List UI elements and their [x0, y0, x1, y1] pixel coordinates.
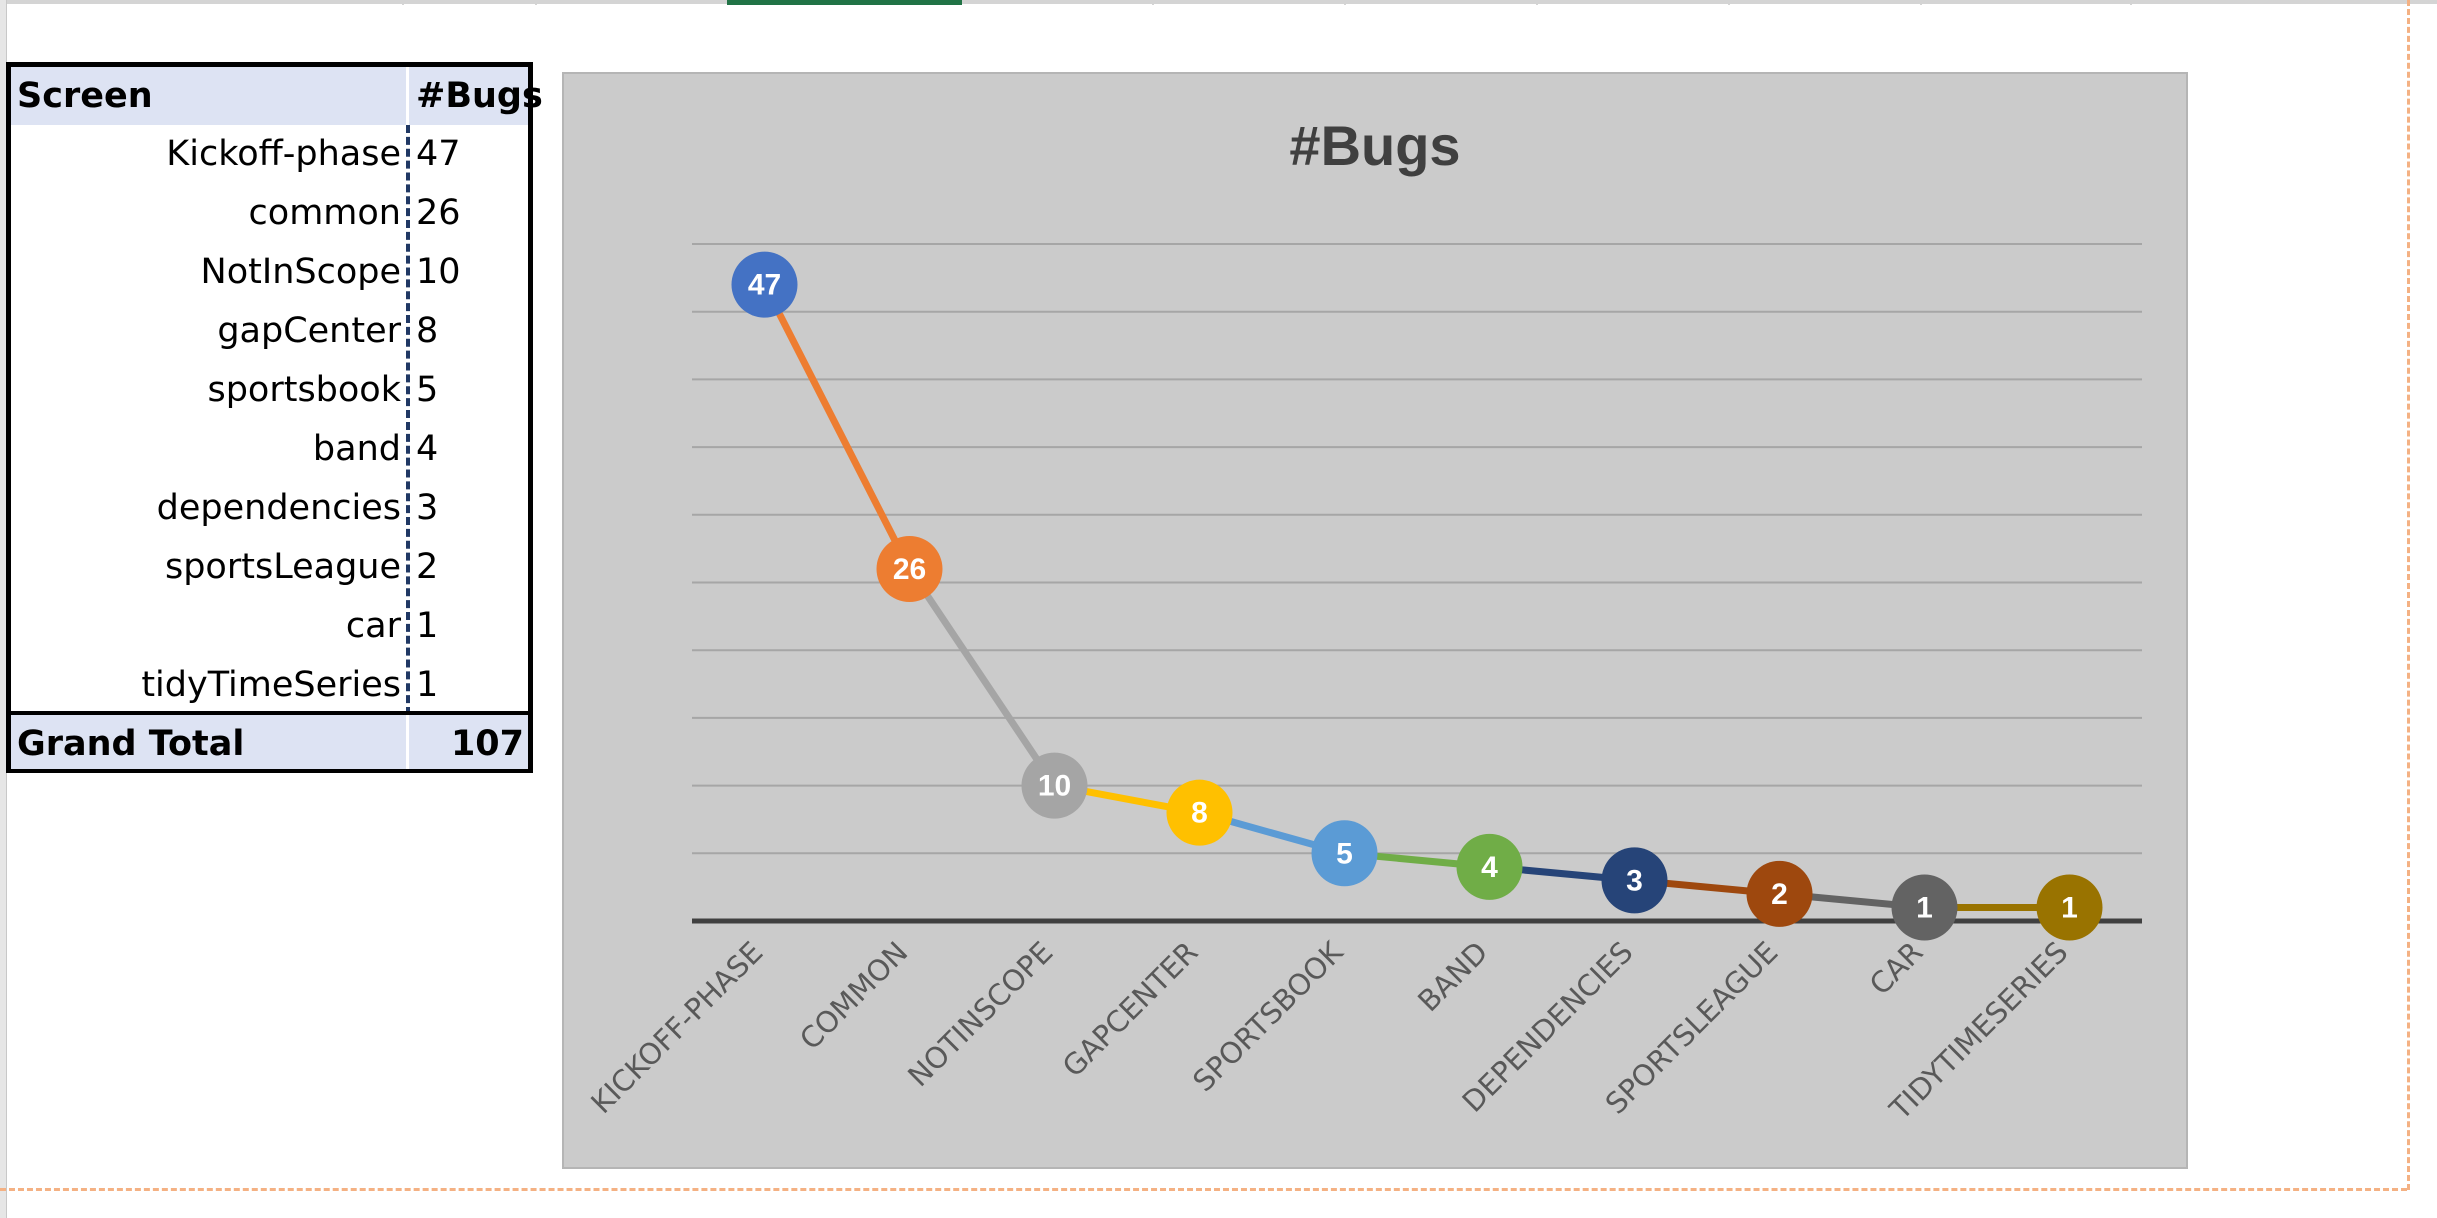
data-point[interactable]: 2 [1746, 860, 1813, 927]
data-marker[interactable] [1456, 833, 1523, 900]
pivot-total-border [11, 711, 528, 715]
pivot-row-value[interactable]: 26 [416, 193, 461, 233]
x-tick-label: CAR [1863, 935, 1930, 1002]
pivot-row-label[interactable]: tidyTimeSeries [141, 665, 401, 705]
pivot-table[interactable]: Screen #Bugs Kickoff-phase 47 common 26 … [6, 62, 543, 773]
pivot-row[interactable]: tidyTimeSeries 1 [11, 656, 528, 714]
column-divider[interactable] [402, 0, 404, 5]
data-point[interactable]: 10 [1021, 752, 1088, 819]
data-label: 3 [1626, 864, 1643, 897]
pivot-row-label[interactable]: Kickoff-phase [166, 134, 401, 174]
pivot-column-divider [406, 125, 410, 715]
pivot-row-label[interactable]: common [248, 193, 401, 233]
data-label: 10 [1038, 770, 1071, 803]
pivot-header-row[interactable]: Screen #Bugs [11, 67, 543, 125]
pivot-row[interactable]: gapCenter 8 [11, 302, 528, 360]
pivot-row-label[interactable]: sportsLeague [164, 547, 401, 587]
line-segment [761, 281, 913, 573]
pivot-row[interactable]: sportsbook 5 [11, 361, 528, 419]
pivot-total-row[interactable]: Grand Total 107 [11, 715, 528, 769]
pivot-row-label[interactable]: NotInScope [200, 252, 401, 292]
bugs-chart[interactable]: #Bugs 47 26 10 8 5 4 3 2 1 1 KICKOFF-PHASE COMMON N… [562, 72, 2188, 1169]
column-divider[interactable] [2130, 0, 2132, 5]
pivot-total-label[interactable]: Grand Total [17, 724, 245, 764]
data-point[interactable]: 3 [1601, 847, 1668, 914]
x-tick-label: GAPCENTER [1056, 935, 1205, 1084]
page-break-horizontal [0, 1188, 2407, 1191]
data-marker[interactable] [1746, 860, 1813, 927]
x-tick-label: NOTINSCOPE [901, 935, 1059, 1093]
gridlines [692, 243, 2142, 855]
data-point[interactable]: 5 [1311, 820, 1378, 887]
column-header-strip[interactable] [0, 0, 2437, 4]
pivot-row-label[interactable]: band [312, 429, 401, 469]
pivot-row-value[interactable]: 4 [416, 429, 439, 469]
pivot-row[interactable]: NotInScope 10 [11, 243, 528, 301]
pivot-row-value[interactable]: 1 [416, 665, 439, 705]
data-point[interactable]: 4 [1456, 833, 1523, 900]
pivot-row[interactable]: common 26 [11, 184, 528, 242]
pivot-row-value[interactable]: 5 [416, 370, 439, 410]
x-tick-label: COMMON [793, 935, 914, 1056]
data-point[interactable]: 8 [1166, 779, 1233, 846]
page-break-vertical [2407, 0, 2410, 1190]
x-axis-labels: KICKOFF-PHASE COMMONNOTINSCOPEGAPCENTERSP… [584, 934, 2074, 1127]
pivot-row-label[interactable]: sportsbook [207, 370, 401, 410]
x-tick-label: BAND [1411, 935, 1494, 1018]
data-point[interactable]: 1 [2036, 874, 2103, 941]
data-label: 4 [1481, 851, 1498, 884]
data-label: 2 [1771, 878, 1788, 911]
data-marker[interactable] [731, 251, 798, 318]
data-label: 47 [748, 269, 781, 302]
line-segments [761, 281, 2073, 911]
column-divider[interactable] [1536, 0, 1538, 5]
data-label: 8 [1191, 797, 1208, 830]
column-divider[interactable] [1344, 0, 1346, 5]
pivot-row-value[interactable]: 8 [416, 311, 439, 351]
data-marker[interactable] [1311, 820, 1378, 887]
column-divider[interactable] [1728, 0, 1730, 5]
pivot-row[interactable]: car 1 [11, 597, 528, 655]
data-points: 47 26 10 8 5 4 3 2 1 1 [731, 251, 2103, 941]
data-marker[interactable] [876, 535, 943, 602]
pivot-row-value[interactable]: 1 [416, 606, 439, 646]
data-point[interactable]: 26 [876, 535, 943, 602]
pivot-row-value[interactable]: 2 [416, 547, 439, 587]
selected-column-indicator[interactable] [727, 0, 962, 5]
column-divider[interactable] [535, 0, 537, 5]
chart-title[interactable]: #Bugs [1289, 114, 1460, 177]
pivot-row[interactable]: dependencies 3 [11, 479, 528, 537]
pivot-row[interactable]: Kickoff-phase 47 [11, 125, 528, 183]
line-segment [906, 565, 1058, 790]
data-point[interactable]: 47 [731, 251, 798, 318]
pivot-row[interactable]: sportsLeague 2 [11, 538, 528, 596]
x-tick-label: KICKOFF-PHASE [584, 935, 769, 1120]
data-label: 5 [1336, 837, 1353, 870]
pivot-row-value[interactable]: 47 [416, 134, 461, 174]
data-marker[interactable] [1166, 779, 1233, 846]
column-divider[interactable] [1152, 0, 1154, 5]
data-marker[interactable] [1891, 874, 1958, 941]
pivot-row-label[interactable]: car [345, 606, 401, 646]
data-label: 1 [2061, 891, 2078, 924]
pivot-row-label[interactable]: dependencies [156, 488, 401, 528]
bugs-chart-svg: #Bugs 47 26 10 8 5 4 3 2 1 1 KICKOFF-PHASE COMMONN… [584, 114, 2142, 1127]
pivot-header-screen[interactable]: Screen [17, 76, 153, 116]
data-point[interactable]: 1 [1891, 874, 1958, 941]
data-label: 26 [893, 553, 926, 586]
pivot-row-label[interactable]: gapCenter [217, 311, 401, 351]
pivot-total-divider [406, 715, 409, 769]
pivot-row-value[interactable]: 10 [416, 252, 461, 292]
x-tick-label: SPORTSBOOK [1186, 934, 1350, 1098]
data-marker[interactable] [1021, 752, 1088, 819]
data-marker[interactable] [1601, 847, 1668, 914]
pivot-row[interactable]: band 4 [11, 420, 528, 478]
pivot-header-bugs[interactable]: #Bugs [416, 76, 543, 116]
data-label: 1 [1916, 891, 1933, 924]
pivot-header-divider [406, 67, 409, 125]
data-marker[interactable] [2036, 874, 2103, 941]
pivot-row-value[interactable]: 3 [416, 488, 439, 528]
pivot-total-value[interactable]: 107 [450, 724, 524, 764]
column-divider[interactable] [1920, 0, 1922, 5]
